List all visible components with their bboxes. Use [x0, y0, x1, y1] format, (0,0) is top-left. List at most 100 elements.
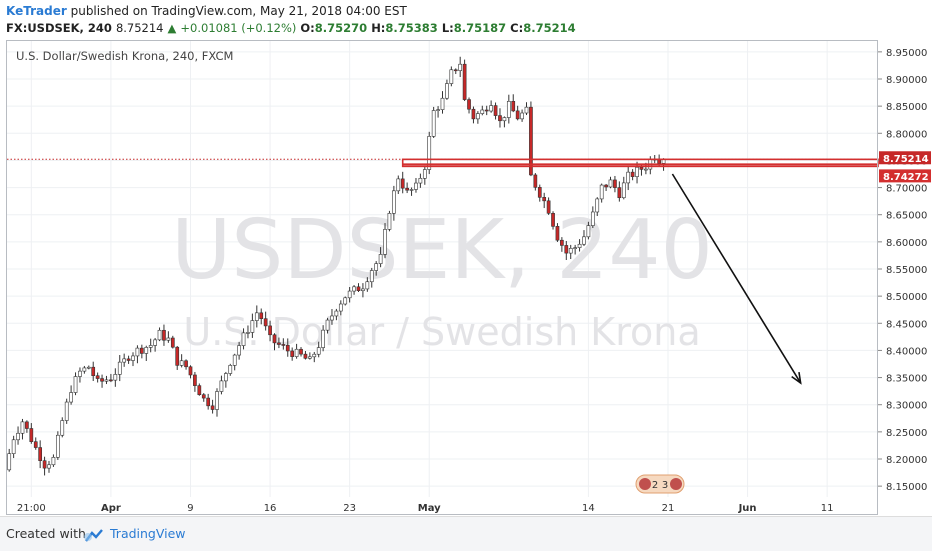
price-tick-label: 8.30000: [886, 401, 927, 412]
candle-up: [431, 110, 436, 137]
candle-up: [476, 113, 480, 120]
candle-down: [290, 350, 295, 357]
tradingview-cloud-icon: [84, 529, 103, 542]
candle-down: [400, 178, 405, 189]
candle-down: [405, 187, 409, 191]
candle-down: [467, 99, 471, 110]
low-value: 8.75187: [453, 21, 507, 35]
resistance-price-badge: [879, 169, 931, 183]
up-arrow-icon: ▲: [167, 21, 177, 35]
price-tick-label: 8.35000: [886, 374, 927, 385]
candle-up: [396, 178, 401, 192]
candle-down: [184, 360, 188, 368]
author-link[interactable]: KeTrader: [6, 4, 67, 18]
price-tick-label: 8.50000: [886, 292, 927, 303]
candle-up: [621, 182, 626, 199]
candle-up: [179, 360, 184, 366]
candle-up: [215, 391, 219, 410]
candle-down: [197, 385, 202, 395]
candle-up: [78, 370, 82, 377]
price-tick-label: 8.15000: [886, 482, 927, 493]
price-tick-label: 8.25000: [886, 428, 927, 439]
candle-up: [224, 373, 228, 382]
candle-up: [157, 329, 162, 341]
candle-up: [378, 254, 383, 264]
candle-up: [414, 182, 418, 190]
candle-up: [599, 184, 604, 200]
candle-down: [498, 115, 502, 122]
price-chart[interactable]: USDSEK, 240 U.S. Dollar / Swedish Krona …: [0, 0, 932, 516]
candle-up: [458, 63, 463, 71]
candle-up: [365, 281, 370, 290]
candle-up: [586, 225, 591, 238]
candle-down: [515, 110, 520, 120]
candle-down: [140, 347, 144, 354]
candle-down: [529, 106, 533, 176]
candle-up: [219, 380, 224, 392]
open-value: 8.75270: [314, 21, 368, 35]
overlays: [7, 158, 879, 385]
candle-up: [338, 303, 343, 312]
tradingview-brand[interactable]: TradingView: [110, 526, 186, 541]
events-count-b: 3: [662, 480, 668, 491]
candle-up: [325, 319, 330, 331]
price-tick-label: 8.80000: [886, 129, 927, 140]
candle-down: [263, 318, 268, 327]
watermark: USDSEK, 240 U.S. Dollar / Swedish Krona: [171, 203, 713, 354]
candle-up: [69, 392, 73, 403]
close-value: 8.75214: [523, 21, 576, 35]
candle-up: [626, 171, 631, 184]
candle-up: [409, 189, 414, 191]
candle-up: [506, 101, 511, 118]
candle-up: [254, 312, 259, 321]
candle-down: [170, 337, 175, 348]
candle-down: [533, 174, 538, 188]
candle-down: [551, 212, 555, 227]
chart-grid: [7, 41, 878, 497]
candle-up: [374, 263, 379, 271]
candle-up: [422, 169, 427, 179]
candle-up: [595, 198, 600, 213]
candle-down: [493, 105, 498, 116]
candle-up: [480, 109, 485, 114]
candle-down: [100, 378, 104, 382]
price-tick-label: 8.60000: [886, 238, 927, 249]
candle-down: [299, 348, 303, 355]
high-value: 8.75383: [385, 21, 438, 35]
candle-down: [42, 460, 47, 469]
candle-up: [449, 69, 454, 84]
candle-up: [82, 367, 87, 372]
current-price-label: 8.75214: [883, 154, 929, 165]
candle-up: [153, 339, 157, 346]
candle-up: [166, 337, 171, 341]
candle-down: [555, 226, 560, 241]
candle-down: [193, 374, 197, 386]
candle-up: [635, 167, 639, 177]
candle-up: [20, 421, 25, 434]
price-tick-label: 8.55000: [886, 265, 927, 276]
candle-down: [206, 397, 211, 407]
candle-down: [613, 179, 617, 188]
candle-down: [33, 441, 38, 448]
projection-arrow: [671, 173, 802, 384]
candle-up: [11, 439, 16, 454]
candle-up: [582, 236, 586, 245]
header-bar: KeTrader published on TradingView.com, M…: [0, 0, 932, 40]
candle-up: [644, 168, 648, 171]
candle-up: [577, 243, 582, 248]
time-axis: 21:00 Apr 9 16 23 May 14 21 Jun 11: [17, 503, 834, 514]
candle-down: [25, 421, 29, 429]
watermark-symbol: USDSEK, 240: [171, 203, 713, 298]
footer: [0, 516, 932, 551]
candle-up: [51, 457, 56, 466]
candle-up: [316, 347, 321, 355]
candle-up: [148, 345, 153, 348]
candle-up: [321, 329, 325, 348]
candle-down: [201, 394, 206, 399]
candle-down: [546, 200, 551, 214]
candle-down: [462, 63, 467, 100]
low-label: L:: [441, 21, 454, 35]
candle-up: [387, 213, 392, 230]
high-label: H:: [371, 21, 386, 35]
